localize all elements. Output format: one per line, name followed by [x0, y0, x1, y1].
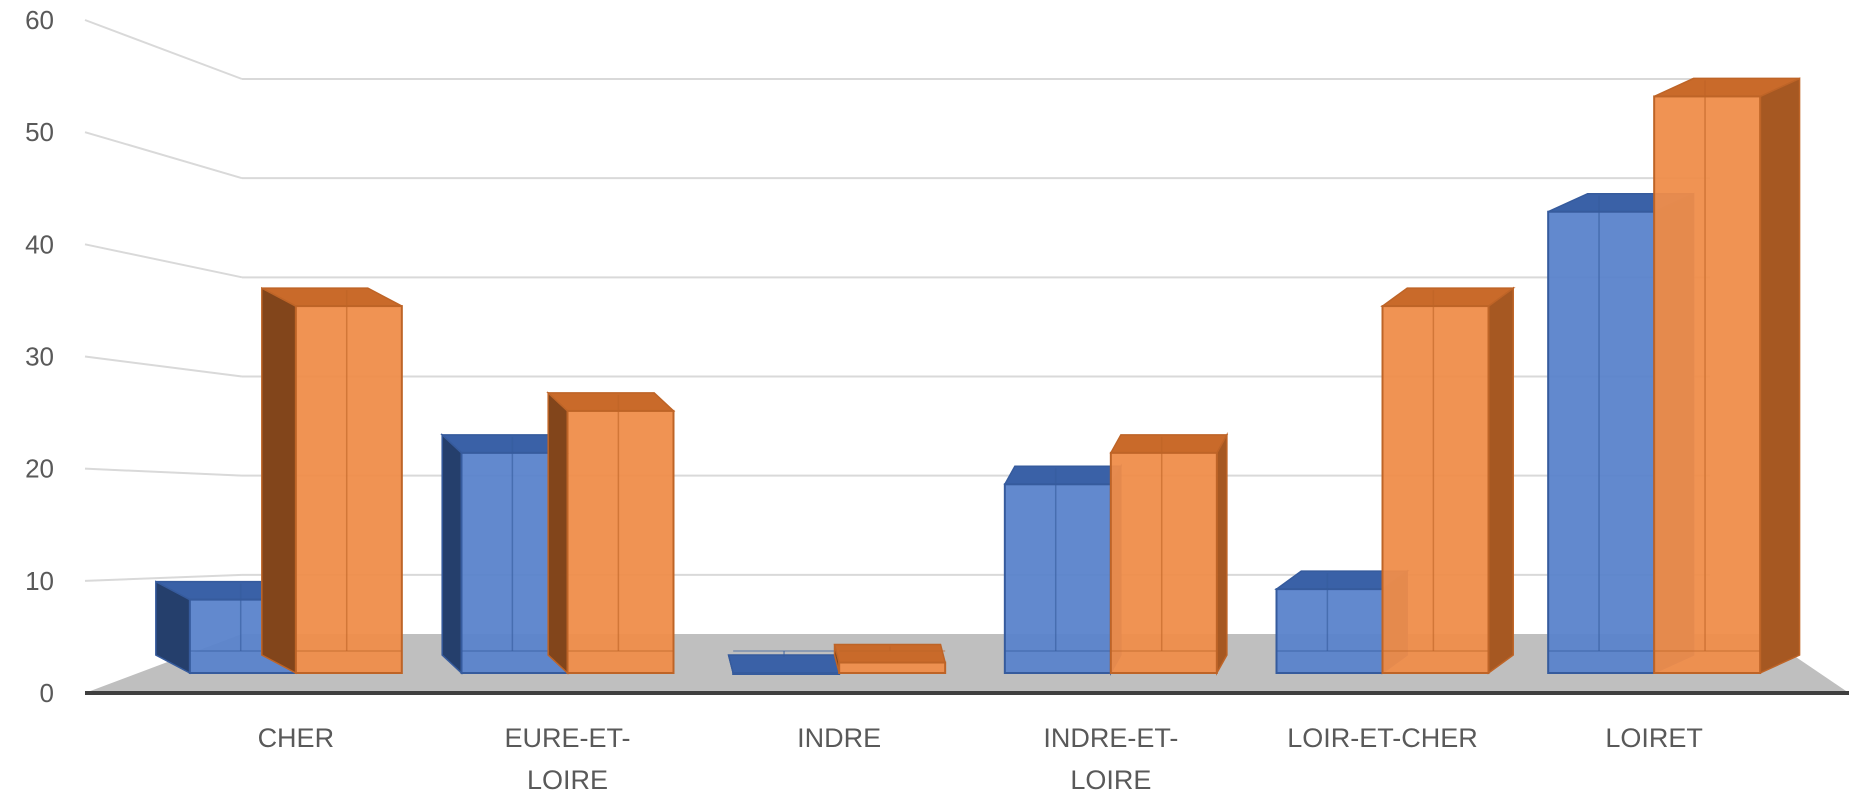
bar: [1380, 286, 1516, 675]
bar: [1653, 77, 1801, 675]
y-tick-label: 10: [25, 566, 54, 596]
bar: [546, 391, 676, 675]
side-gridline: [84, 573, 243, 582]
bar: [1003, 463, 1123, 676]
x-tick-label: LOIRET: [1605, 723, 1703, 753]
y-tick-label: 0: [40, 678, 54, 708]
bar: [727, 650, 841, 675]
y-tick-label: 40: [25, 229, 54, 259]
side-gridline: [84, 243, 243, 279]
x-tick-label: EURE-ET-LOIRE: [504, 723, 630, 795]
x-tick-label: INDRE: [797, 723, 881, 753]
y-tick-label: 60: [25, 5, 54, 35]
bar: [261, 286, 403, 675]
bar: [833, 643, 947, 674]
side-gridline: [84, 467, 243, 477]
axes: CHER EURE-ET-LOIRE INDRE INDRE-ET-LOIRE LOIR…: [25, 5, 1849, 795]
side-gridline: [84, 19, 243, 80]
x-tick-label: LOIR-ET-CHER: [1287, 723, 1478, 753]
bars: [155, 77, 1801, 676]
y-tick-label: 20: [25, 454, 54, 484]
y-tick-label: 30: [25, 342, 54, 372]
bar: [1109, 431, 1229, 676]
side-gridline: [84, 355, 243, 378]
y-tick-label: 50: [25, 117, 54, 147]
x-tick-label: CHER: [258, 723, 335, 753]
x-tick-label: INDRE-ET-LOIRE: [1043, 723, 1178, 795]
side-gridline: [84, 131, 243, 180]
